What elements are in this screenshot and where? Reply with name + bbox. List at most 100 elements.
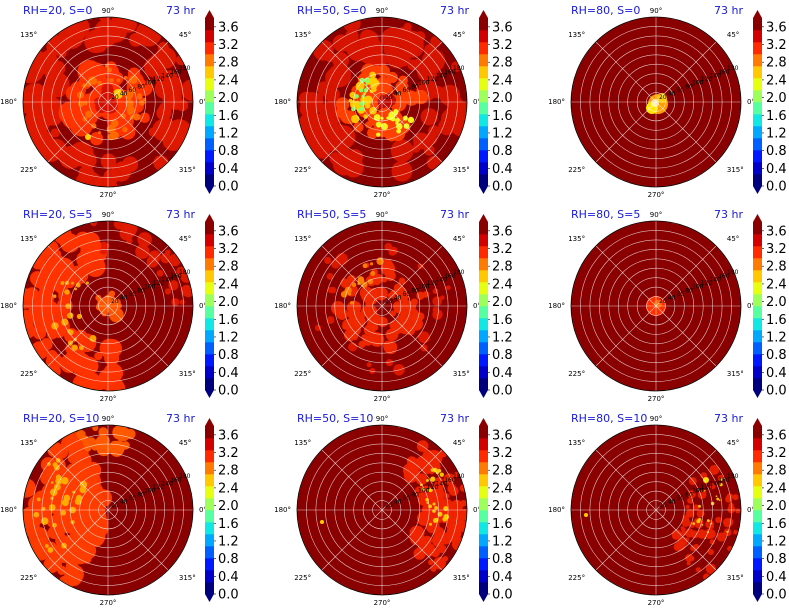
colorbar-segment	[753, 18, 762, 31]
intensity-blob	[45, 353, 63, 370]
intensity-blob	[103, 169, 119, 185]
colorbar-segment	[479, 570, 488, 583]
intensity-blob	[57, 287, 65, 295]
colorbar-segment	[753, 30, 762, 43]
intensity-blob	[430, 547, 440, 558]
angle-tick-label: 225°	[294, 370, 311, 378]
angle-tick-label: 0°	[473, 506, 481, 514]
intensity-blob	[112, 425, 127, 440]
angle-tick-label: 45°	[453, 235, 465, 243]
intensity-blob	[72, 451, 92, 471]
colorbar-segment	[479, 138, 488, 151]
colorbar-extend-bottom	[205, 186, 214, 194]
angle-tick-label: 135°	[568, 235, 585, 243]
intensity-blob	[431, 533, 446, 548]
colorbar-segment	[753, 318, 762, 331]
radial-tick-label: 140	[436, 480, 448, 487]
colorbar-extend-bottom	[479, 186, 488, 194]
colorbar-tick-label: 3.2	[492, 38, 513, 53]
radial-tick-label: 160	[444, 273, 456, 280]
intensity-blob	[88, 76, 97, 85]
radial-tick-label: 180	[727, 473, 739, 480]
radial-tick-label: 120	[701, 280, 713, 287]
colorbar-segment	[479, 330, 488, 343]
intensity-blob	[677, 536, 688, 547]
radial-tick-label: 180	[727, 65, 739, 72]
colorbar-extend-top	[205, 418, 214, 426]
colorbar-tick-label: 2.0	[492, 499, 513, 514]
colorbar-segment	[205, 330, 214, 343]
colorbar-segment	[753, 426, 762, 439]
colorbar-segment	[753, 54, 762, 67]
intensity-blob	[80, 356, 99, 375]
colorbar-tick-label: 3.2	[218, 38, 239, 53]
intensity-blob	[372, 315, 383, 326]
intensity-blob	[79, 480, 88, 489]
intensity-blob	[319, 101, 342, 123]
intensity-blob	[183, 288, 193, 298]
radial-tick-label: 120	[427, 280, 439, 287]
radial-tick-label: 40	[120, 499, 128, 506]
intensity-blob	[443, 506, 449, 512]
colorbar-segment	[205, 162, 214, 175]
colorbar-tick-label: 1.6	[218, 313, 239, 328]
intensity-blob	[704, 528, 715, 539]
colorbar-tick-label: 3.6	[218, 20, 239, 35]
angle-tick-label: 135°	[568, 439, 585, 447]
intensity-blob	[367, 278, 374, 285]
intensity-blob	[391, 160, 413, 182]
radial-tick-label: 40	[668, 295, 676, 302]
intensity-blob	[390, 139, 414, 163]
colorbar-tick-label: 1.2	[492, 534, 513, 549]
intensity-blob	[695, 567, 701, 573]
intensity-blob	[100, 241, 107, 248]
intensity-blob	[298, 91, 314, 106]
polar-grid	[570, 424, 742, 596]
intensity-blob	[116, 78, 121, 83]
angle-tick-label: 180°	[0, 506, 17, 514]
intensity-blob	[420, 108, 438, 126]
intensity-blob	[407, 468, 420, 481]
colorbar-segment	[479, 426, 488, 439]
intensity-blob	[58, 575, 73, 589]
intensity-blob	[50, 128, 60, 138]
intensity-blob	[447, 483, 457, 494]
radial-tick-label: 160	[718, 477, 730, 484]
intensity-blob	[99, 338, 120, 359]
colorbar-tick-label: 3.6	[492, 428, 513, 443]
intensity-blob	[53, 294, 57, 298]
intensity-blob	[85, 509, 96, 520]
colorbar-tick-label: 1.6	[218, 109, 239, 124]
intensity-blob	[124, 90, 134, 100]
radial-tick-label: 100	[418, 80, 430, 87]
colorbar-tick-label: 2.4	[492, 277, 513, 292]
colorbar-segment	[753, 462, 762, 475]
colorbar-tick-label: 1.6	[766, 109, 787, 124]
intensity-blob	[44, 544, 49, 548]
colorbar-tick-label: 0.4	[766, 162, 787, 177]
colorbar-segment	[479, 30, 488, 43]
intensity-blob	[422, 449, 435, 463]
panel-title: RH=20, S=10	[23, 412, 100, 425]
radial-tick-label: 60	[677, 495, 685, 502]
intensity-blob	[416, 312, 425, 321]
colorbar-tick-label: 2.8	[766, 464, 787, 479]
intensity-blob	[50, 488, 58, 496]
angle-tick-label: 180°	[548, 98, 565, 106]
angle-tick-label: 0°	[747, 98, 755, 106]
colorbar-segment	[753, 234, 762, 247]
colorbar-tick-label: 0.4	[218, 570, 239, 585]
intensity-blob	[439, 472, 444, 477]
intensity-blob	[85, 437, 97, 449]
colorbar-segment	[205, 342, 214, 355]
colorbar-segment	[753, 486, 762, 499]
intensity-blob	[383, 340, 398, 355]
radial-tick-label: 60	[677, 87, 685, 94]
angle-tick-label: 315°	[727, 166, 744, 174]
intensity-blob	[402, 36, 424, 58]
angle-tick-label: 225°	[294, 166, 311, 174]
radial-tick-label: 80	[137, 83, 145, 90]
intensity-blob	[359, 77, 365, 84]
colorbar-extend-bottom	[753, 186, 762, 194]
